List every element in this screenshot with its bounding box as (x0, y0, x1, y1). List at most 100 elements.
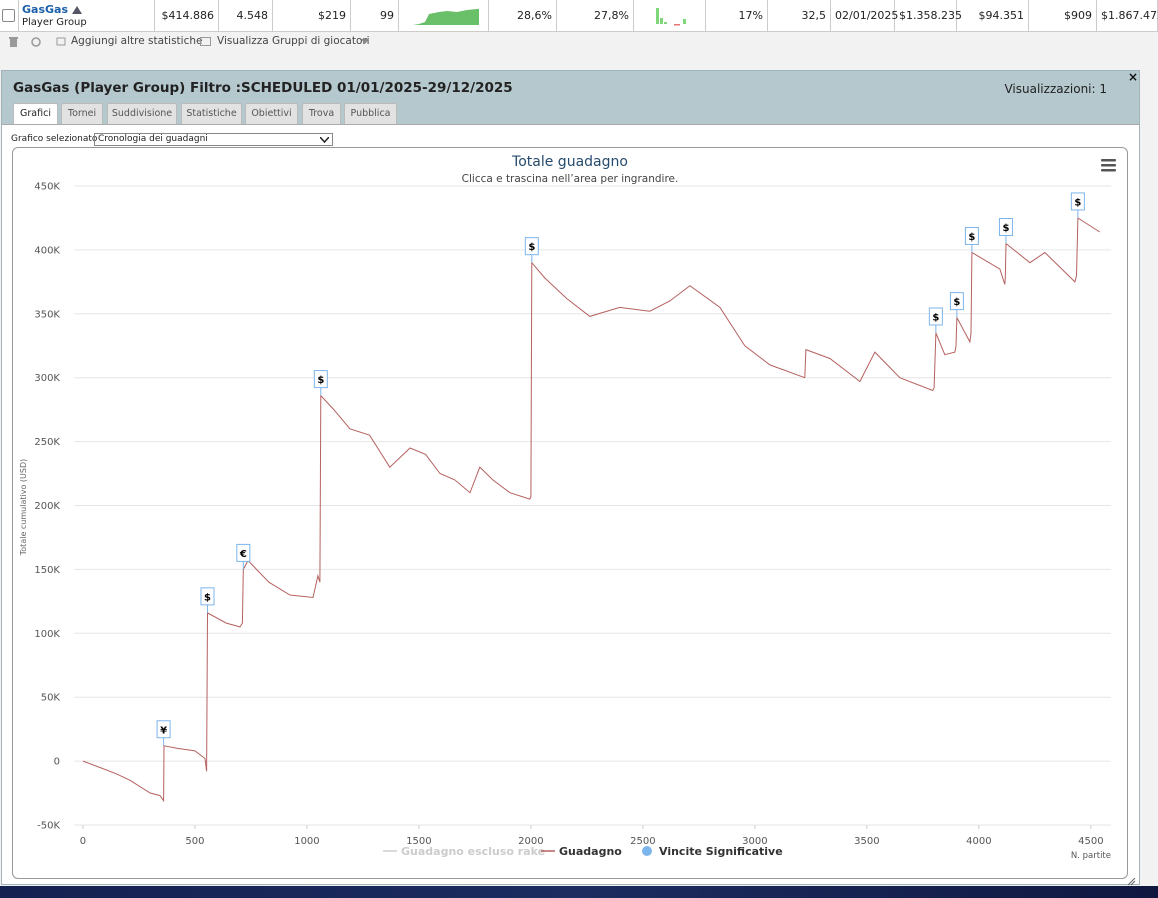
legend-item[interactable]: Guadagno escluso rake (383, 845, 545, 858)
chart-selector[interactable]: Cronologia dei guadagni (94, 133, 333, 146)
flag: $ (964, 226, 979, 253)
flag-label: $ (204, 592, 211, 603)
y-tick-label: 400K (34, 245, 60, 256)
y-tick-label: 200K (34, 501, 60, 512)
flag-box (949, 292, 964, 311)
dropdown-arrow (361, 39, 369, 44)
tab[interactable]: Statistiche (181, 103, 242, 124)
stats-row: GasGas Player Group $414.886 4.548 $219 99 2… (0, 0, 1158, 32)
flag-box (964, 226, 979, 245)
stat-cell: $414.886 (155, 0, 219, 32)
flag-label: $ (932, 312, 939, 323)
close-button[interactable]: × (1128, 70, 1139, 84)
flag: $ (200, 587, 215, 613)
stat-cell: 28,6% (489, 0, 557, 32)
menu-bar (1101, 164, 1116, 167)
x-tick-label: 0 (80, 836, 86, 847)
sparkline (413, 9, 479, 25)
y-tick-label: 250K (34, 437, 60, 448)
chart-menu[interactable] (1101, 159, 1116, 172)
chart: Totale guadagno Clicca e trascina nell’ar… (19, 154, 1116, 861)
chart-subtitle: Clicca e trascina nell’area per ingrandi… (462, 173, 679, 185)
y-tick-label: 300K (34, 373, 60, 384)
flag-label: $ (528, 242, 535, 253)
views-count: Visualizzazioni: 1 (1004, 82, 1107, 96)
player-group: Player Group (22, 17, 87, 28)
resize-grip (1127, 878, 1136, 886)
y-axis-label: Totale cumulativo (USD) (19, 459, 28, 556)
sparkline-cell (634, 0, 706, 32)
tab[interactable]: Obiettivi (245, 103, 298, 124)
flag-label: $ (1002, 223, 1009, 234)
y-tick-label: 350K (34, 309, 60, 320)
flag: $ (524, 237, 539, 263)
legend-item[interactable]: Guadagno (541, 845, 622, 858)
stat-cell: $1.358.235 (895, 0, 962, 32)
x-tick-label: 3500 (854, 836, 879, 847)
toolbar-icons (9, 37, 66, 47)
flag: ¥ (156, 720, 171, 746)
flag-box (236, 543, 251, 562)
player-groups[interactable]: Gruppi di giocatori (272, 35, 370, 47)
checkbox[interactable] (2, 9, 15, 22)
x-tick-label: 2500 (630, 836, 655, 847)
panel-content: Grafico selezionato Cronologia dei guada… (2, 124, 1139, 884)
y-tick-label: 100K (34, 629, 60, 640)
sparkline (656, 8, 686, 26)
flag-label: $ (968, 232, 975, 243)
stat-cell: 27,8% (557, 0, 634, 32)
tab[interactable]: Trova (302, 103, 341, 124)
stat-cell: $94.351 (957, 0, 1029, 32)
flag: $ (928, 307, 943, 333)
flag-label: ¥ (160, 725, 167, 736)
flag-box (1070, 192, 1085, 211)
name-cell: GasGas Player Group (18, 0, 155, 32)
x-tick-label: 4000 (966, 836, 991, 847)
flag-box (313, 370, 328, 389)
selector-label: Grafico selezionato (11, 134, 98, 144)
stat-cell: 99 (351, 0, 399, 32)
flag-label: $ (1074, 197, 1081, 208)
y-tick-label: 0 (54, 757, 60, 768)
chart-frame (12, 147, 1128, 879)
legend-item[interactable]: Vincite Significative (642, 845, 783, 858)
toolbar: Aggiungi altre statistiche Visualizza Gr… (0, 33, 1158, 51)
stat-cell: 02/01/2025 (831, 0, 898, 32)
y-tick-label: 450K (34, 182, 60, 193)
flag-label: $ (953, 297, 960, 308)
y-tick-label: 150K (34, 565, 60, 576)
stat-cell: 17% (706, 0, 768, 32)
player-name[interactable]: GasGas (22, 3, 68, 16)
x-tick-label: 2000 (518, 836, 543, 847)
y-tick-label: -50K (37, 821, 60, 832)
menu-bar (1101, 169, 1116, 172)
tab[interactable]: Suddivisione (107, 103, 177, 124)
stat-cell: $909 (1029, 0, 1097, 32)
tab[interactable]: Grafici (13, 103, 58, 124)
y-tick-label: 50K (41, 693, 61, 704)
view[interactable]: Visualizza (217, 35, 269, 47)
panel-title: GasGas (Player Group) Filtro :SCHEDULED … (13, 80, 513, 96)
x-tick-label: 1000 (294, 836, 319, 847)
flag-label: $ (317, 375, 324, 386)
flag: € (236, 543, 251, 570)
tab[interactable]: Tornei (61, 103, 103, 124)
flag-box (524, 237, 539, 256)
x-tick-label: 500 (185, 836, 204, 847)
legend-label: Guadagno escluso rake (401, 845, 545, 858)
stat-cell: $1.867.472 (1097, 0, 1158, 32)
tab[interactable]: Pubblica (344, 103, 397, 124)
taskbar-strip (0, 886, 1158, 898)
sparkline-cell (399, 0, 489, 32)
x-tick-label: 1500 (406, 836, 431, 847)
x-tick-label: 3000 (742, 836, 767, 847)
add-stats[interactable]: Aggiungi altre statistiche (71, 35, 203, 47)
legend-label: Vincite Significative (659, 845, 783, 858)
flag: $ (949, 292, 964, 318)
chart-title: Totale guadagno (511, 154, 628, 170)
flag-box (998, 218, 1013, 237)
x-tick-label: 4500 (1078, 836, 1103, 847)
flag-label: € (239, 549, 247, 560)
x-axis-label: N. partite (1071, 851, 1111, 861)
